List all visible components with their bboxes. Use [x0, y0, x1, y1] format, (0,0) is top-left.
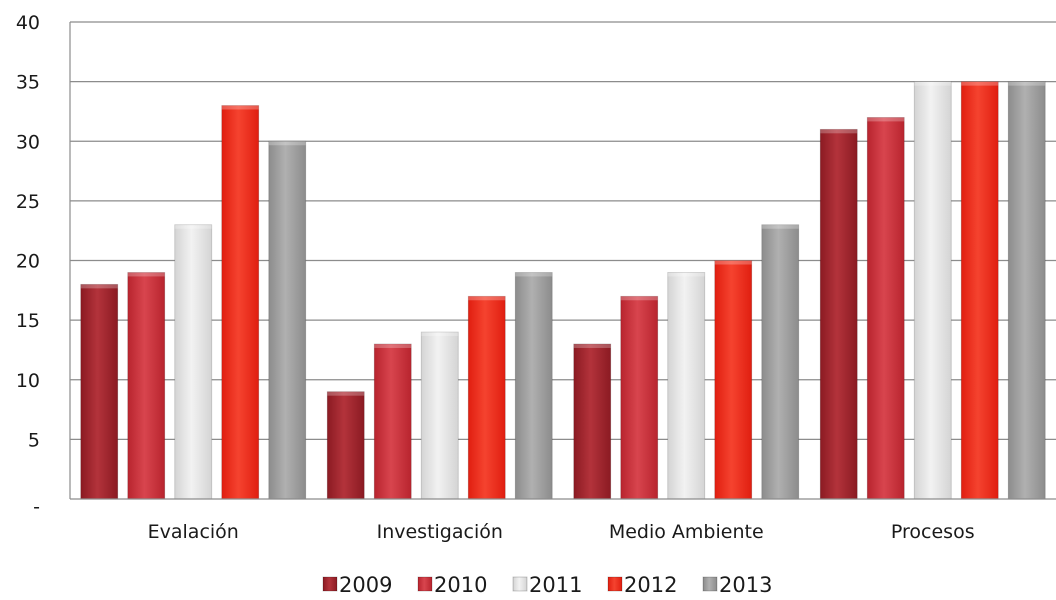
bar-2013-2 [761, 224, 800, 500]
gridlines [70, 21, 1056, 440]
legend-swatch-2011 [512, 576, 528, 592]
bar-bevel [221, 105, 259, 110]
bar-bevel [374, 343, 412, 348]
y-tick-label: 10 [16, 370, 40, 392]
bar-bevel [761, 224, 799, 229]
bar-2012-1 [467, 295, 506, 500]
bar-2013-0 [268, 140, 307, 500]
bar-bevel [667, 272, 705, 277]
bar-bevel [961, 81, 999, 86]
bar-2011-2 [667, 272, 706, 500]
bar-2009-3 [819, 128, 858, 500]
bar-2011-1 [420, 331, 459, 500]
x-category-label: Investigación [377, 521, 503, 543]
bar-2009-0 [80, 283, 119, 500]
bar-bevel [174, 224, 212, 229]
legend-label-2013: 2013 [719, 573, 772, 597]
bar-bevel [515, 272, 553, 277]
bar-bevel [820, 129, 858, 134]
bar-2010-0 [127, 272, 166, 500]
bar-2009-1 [326, 391, 365, 500]
y-tick-label: 15 [16, 310, 40, 332]
y-tick-label: 30 [16, 131, 40, 153]
bar-bevel [327, 391, 365, 396]
bar-bevel [421, 332, 459, 337]
x-category-label: Medio Ambiente [609, 521, 764, 543]
bars [80, 81, 1046, 500]
bar-bevel [468, 296, 506, 301]
bar-2012-2 [714, 260, 753, 500]
legend: 2009 2010 2011 2012 2013 [322, 573, 772, 597]
bar-2010-1 [373, 343, 412, 500]
y-tick-label: 25 [16, 191, 40, 213]
y-tick-label: 5 [28, 429, 40, 451]
bar-bevel [573, 343, 611, 348]
y-tick-label: 35 [16, 72, 40, 94]
legend-label-2011: 2011 [529, 573, 582, 597]
bar-bevel [867, 117, 905, 122]
bar-bevel [714, 260, 752, 265]
bar-2010-2 [620, 295, 659, 500]
bar-bevel [268, 141, 306, 146]
bar-2011-3 [913, 81, 952, 500]
y-tick-label: 20 [16, 251, 40, 273]
bar-2012-0 [221, 105, 260, 500]
legend-swatch-2012 [607, 576, 623, 592]
bar-2012-3 [960, 81, 999, 500]
axis-labels: - 5 10 15 20 25 30 35 40 Evalación Investigación Me… [16, 12, 975, 543]
bar-bevel [1008, 81, 1046, 86]
bar-2011-0 [174, 224, 213, 500]
axes [69, 22, 1056, 500]
legend-label-2010: 2010 [434, 573, 487, 597]
x-category-label: Evalación [148, 521, 239, 543]
bar-2009-2 [573, 343, 612, 500]
bar-bevel [80, 284, 118, 289]
legend-swatch-2010 [417, 576, 433, 592]
bar-2013-3 [1007, 81, 1046, 500]
bar-bevel [620, 296, 658, 301]
bar-2013-1 [514, 272, 553, 500]
bar-bevel [914, 81, 952, 86]
legend-label-2012: 2012 [624, 573, 677, 597]
bar-bevel [127, 272, 165, 277]
y-tick-label: 40 [16, 12, 40, 34]
x-category-label: Procesos [891, 521, 975, 543]
y-tick-label: - [33, 496, 40, 518]
bar-2010-3 [866, 117, 905, 500]
legend-swatch-2013 [702, 576, 718, 592]
legend-label-2009: 2009 [339, 573, 392, 597]
legend-swatch-2009 [322, 576, 338, 592]
